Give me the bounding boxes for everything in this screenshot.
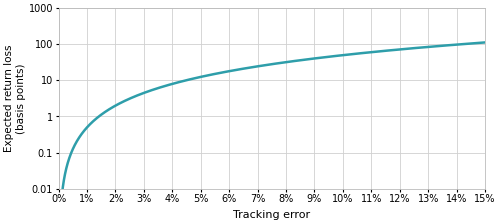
X-axis label: Tracking error: Tracking error bbox=[234, 210, 310, 220]
Y-axis label: Expected return loss
(basis points): Expected return loss (basis points) bbox=[4, 45, 26, 152]
